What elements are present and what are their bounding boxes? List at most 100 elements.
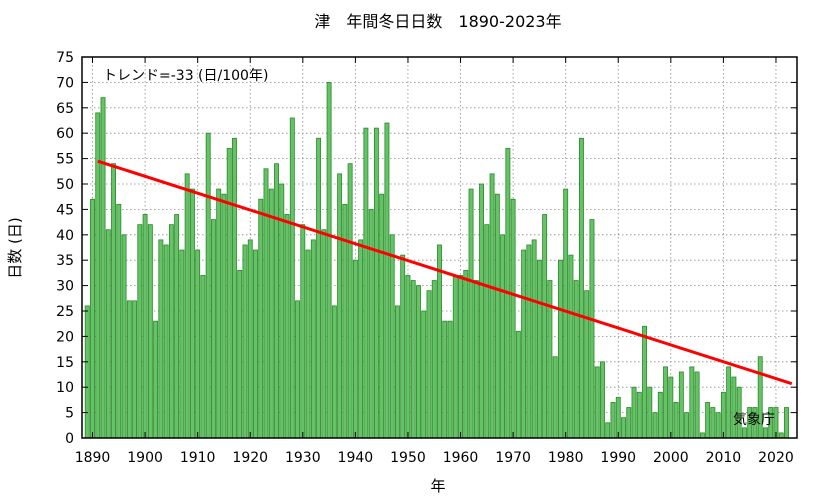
- bar-1920: [247, 239, 253, 439]
- bar-1995: [642, 325, 647, 439]
- x-tick-label: 1950: [390, 450, 426, 466]
- bar-2007: [705, 402, 711, 439]
- bar-1983: [578, 137, 584, 439]
- y-tick-label: 55: [56, 152, 74, 168]
- bar-1963: [473, 280, 479, 439]
- x-tick-label: 1920: [232, 450, 268, 466]
- y-tick-layer: 0 5 10 15 20 25 30 35 40 45 50 55 60 65 70 75: [56, 50, 797, 447]
- bar-1890: [90, 198, 95, 439]
- bar-1897: [126, 300, 132, 439]
- bar-1958: [447, 320, 453, 439]
- bar-1950: [405, 275, 411, 439]
- bar-1915: [221, 193, 227, 439]
- bar-1901: [147, 224, 153, 439]
- y-tick-label: 50: [56, 177, 74, 193]
- x-tick-label: 1940: [338, 450, 374, 466]
- x-tick-label: 1970: [495, 450, 531, 466]
- x-tick-label: 1910: [180, 450, 216, 466]
- bar-1955: [431, 280, 437, 439]
- x-axis-label: 年: [430, 477, 445, 495]
- bar-1893: [105, 229, 111, 439]
- x-tick-label: 1960: [443, 450, 479, 466]
- bar-1994: [636, 391, 642, 439]
- bar-1928: [289, 117, 295, 439]
- bar-2006: [699, 432, 705, 439]
- trend-annotation: トレンド=-33 (日/100年): [103, 68, 268, 84]
- bar-1988: [605, 422, 611, 439]
- bar-1895: [116, 203, 122, 439]
- chart-title: 津 年間冬日日数 1890-2023年: [314, 12, 561, 31]
- bar-1933: [316, 137, 322, 439]
- y-axis-label: 日数 (日): [6, 217, 24, 278]
- bar-1961: [463, 269, 469, 439]
- bar-1937: [337, 173, 343, 439]
- bar-1913: [210, 219, 216, 439]
- bar-1997: [652, 412, 658, 439]
- bar-1966: [489, 173, 495, 439]
- bar-1921: [253, 249, 258, 439]
- y-tick-label: 25: [56, 304, 74, 320]
- bar-1929: [295, 300, 301, 439]
- y-tick-label: 70: [56, 75, 74, 91]
- bar-1973: [526, 244, 532, 439]
- bar-1964: [479, 183, 485, 439]
- bar-1986: [594, 366, 600, 439]
- y-tick-label: 75: [56, 50, 74, 66]
- bar-1953: [421, 310, 427, 439]
- y-tick-label: 45: [56, 202, 74, 218]
- x-tick-label: 1930: [285, 450, 321, 466]
- bar-1951: [410, 280, 416, 439]
- bar-1971: [515, 330, 521, 439]
- bar-1984: [584, 290, 590, 439]
- bar-1985: [589, 219, 595, 439]
- bar-1972: [521, 249, 527, 439]
- bar-1923: [263, 168, 269, 439]
- bar-2001: [673, 402, 679, 439]
- bar-1981: [568, 254, 574, 439]
- trend-layer: [97, 159, 793, 386]
- bar-1974: [531, 239, 537, 439]
- bar-1999: [663, 366, 669, 439]
- x-tick-layer: 1890 1900 1910 1920 1930 1940 1950 1960 1970 1980…: [75, 57, 794, 466]
- y-tick-label: 35: [56, 253, 74, 269]
- bar-1998: [657, 391, 663, 439]
- bar-1968: [500, 234, 506, 439]
- trend-line: [97, 159, 793, 386]
- bar-1996: [647, 386, 653, 439]
- bar-1939: [347, 163, 353, 439]
- bar-1903: [158, 239, 164, 439]
- bar-1900: [142, 214, 148, 439]
- bar-1911: [200, 275, 206, 439]
- bar-1936: [331, 305, 337, 439]
- y-tick-label: 10: [56, 380, 74, 396]
- x-tick-label: 2010: [706, 450, 742, 466]
- bar-1975: [536, 259, 542, 439]
- bar-1978: [552, 356, 558, 439]
- bar-1902: [153, 320, 159, 439]
- bar-1924: [268, 188, 274, 439]
- bar-1931: [305, 249, 311, 439]
- bar-2002: [678, 371, 684, 439]
- x-tick-label: 1980: [548, 450, 584, 466]
- bar-2021: [778, 432, 784, 439]
- bar-1892: [100, 97, 106, 439]
- y-tick-label: 5: [65, 406, 74, 422]
- bar-2012: [731, 376, 737, 439]
- bar-1905: [168, 224, 174, 439]
- bar-1906: [174, 214, 180, 439]
- bar-1935: [326, 82, 332, 439]
- y-tick-label: 0: [65, 431, 74, 447]
- x-tick-label: 1890: [75, 450, 111, 466]
- bar-1943: [368, 208, 374, 439]
- source-annotation: 気象庁: [733, 412, 775, 428]
- bar-1980: [563, 188, 569, 439]
- bar-1930: [300, 224, 306, 439]
- bar-1952: [416, 285, 421, 439]
- bar-1894: [111, 163, 116, 439]
- bar-1948: [394, 305, 400, 439]
- x-tick-label: 2000: [653, 450, 689, 466]
- bar-1932: [310, 239, 316, 439]
- plot-frame: [81, 56, 798, 439]
- bar-1954: [426, 290, 432, 439]
